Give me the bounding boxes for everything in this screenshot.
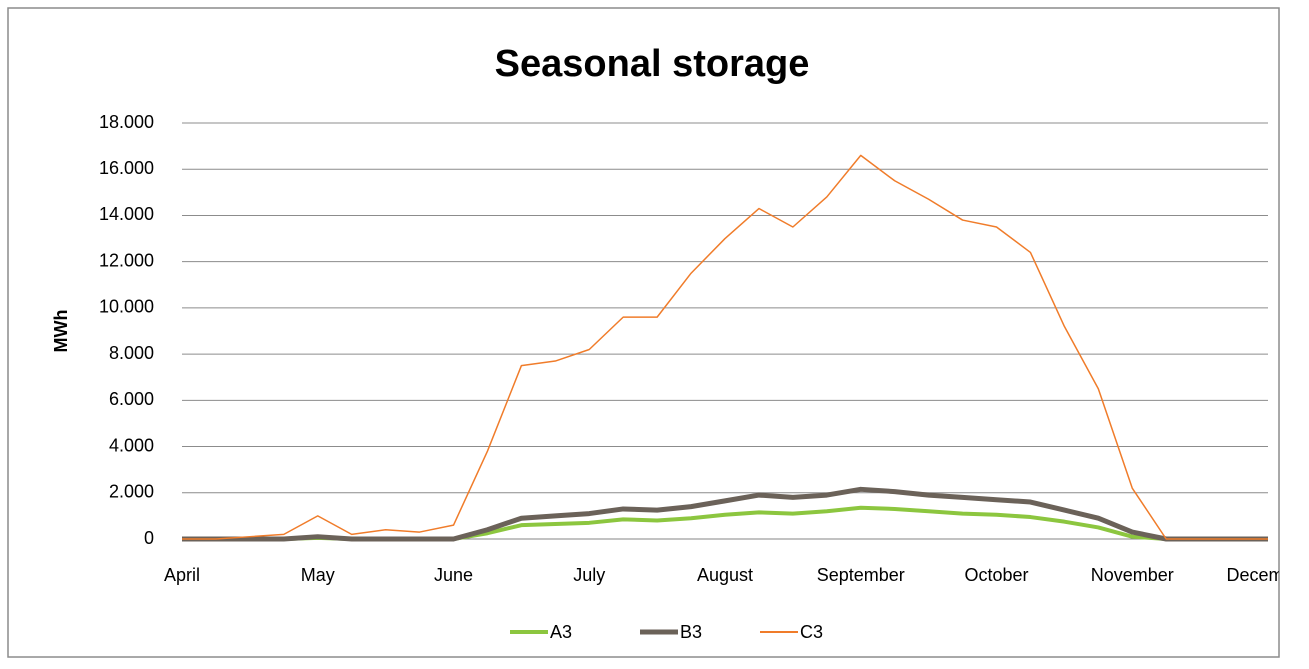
x-tick-label: October — [964, 565, 1028, 585]
y-tick-label: 0 — [144, 528, 154, 548]
chart-title: Seasonal storage — [495, 43, 810, 85]
legend-label: B3 — [680, 622, 702, 642]
y-tick-label: 8.000 — [109, 343, 154, 363]
x-tick-label: April — [164, 565, 200, 585]
x-tick-label: September — [817, 565, 905, 585]
y-tick-label: 18.000 — [99, 112, 154, 132]
series-line — [182, 486, 1268, 542]
x-tick-label: June — [434, 565, 473, 585]
legend-label: A3 — [550, 622, 572, 642]
y-tick-label: 10.000 — [99, 297, 154, 317]
series-line — [182, 154, 1268, 540]
y-tick-label: 2.000 — [109, 482, 154, 502]
y-tick-label: 12.000 — [99, 250, 154, 270]
y-tick-label: 4.000 — [109, 435, 154, 455]
y-tick-label: 16.000 — [99, 158, 154, 178]
x-tick-label: December — [1226, 565, 1309, 585]
y-axis-label: MWh — [51, 310, 71, 353]
y-tick-label: 14.000 — [99, 204, 154, 224]
chart-border — [7, 7, 1280, 658]
legend-label: C3 — [800, 622, 823, 642]
y-tick-label: 6.000 — [109, 389, 154, 409]
x-tick-label: May — [301, 565, 335, 585]
x-tick-label: November — [1091, 565, 1174, 585]
x-tick-label: July — [573, 565, 605, 585]
x-tick-label: August — [697, 565, 753, 585]
